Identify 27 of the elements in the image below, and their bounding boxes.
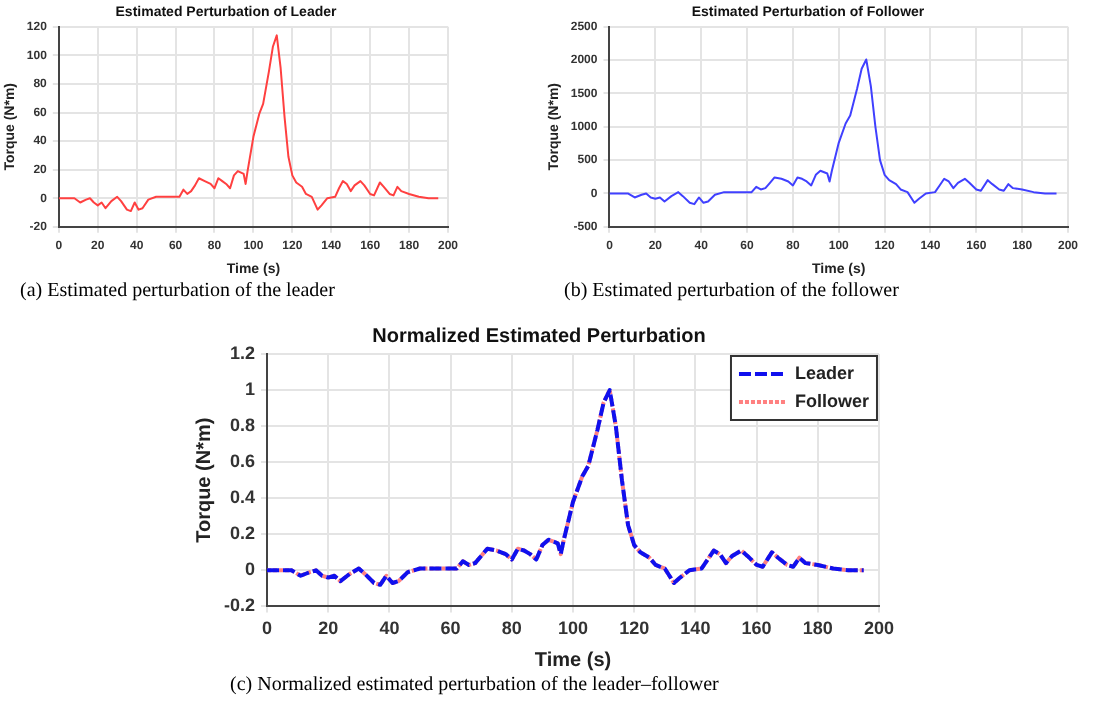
y-tick-label: 0.2 [229, 523, 256, 544]
x-tick-label: 120 [619, 618, 650, 639]
y-axis-title: Torque (N*m) [193, 417, 216, 543]
x-tick-label: 160 [741, 618, 772, 639]
x-tick-label: 140 [680, 618, 711, 639]
line-series [267, 388, 866, 587]
chart-title: Normalized Estimated Perturbation [372, 325, 706, 348]
x-tick-label: 180 [802, 618, 833, 639]
x-axis-title: Time (s) [534, 649, 612, 672]
x-tick-label: 60 [440, 618, 461, 639]
x-tick-label: 20 [318, 618, 339, 639]
y-tick-label: 0.4 [229, 487, 256, 508]
text: (b) Estimated perturbation of the follower [564, 280, 901, 302]
text: (c) Normalized estimated perturbation of the leader–follower [230, 674, 721, 696]
x-tick-label: 200 [863, 618, 895, 639]
x-tick-label: 0 [262, 618, 273, 639]
y-tick-label: -0.2 [223, 595, 256, 616]
legend-label: Follower [794, 390, 870, 411]
text: (a) Estimated perturbation of the leader [20, 280, 335, 302]
x-tick-label: 80 [501, 618, 522, 639]
y-tick-label: 0 [244, 559, 256, 580]
x-tick-label: 40 [379, 618, 400, 639]
y-tick-label: 0.6 [229, 451, 256, 472]
y-tick-label: 1 [244, 379, 256, 400]
legend-label: Leader [794, 362, 855, 383]
y-tick-label: 1.2 [229, 342, 256, 363]
y-tick-label: 0.8 [229, 415, 256, 436]
